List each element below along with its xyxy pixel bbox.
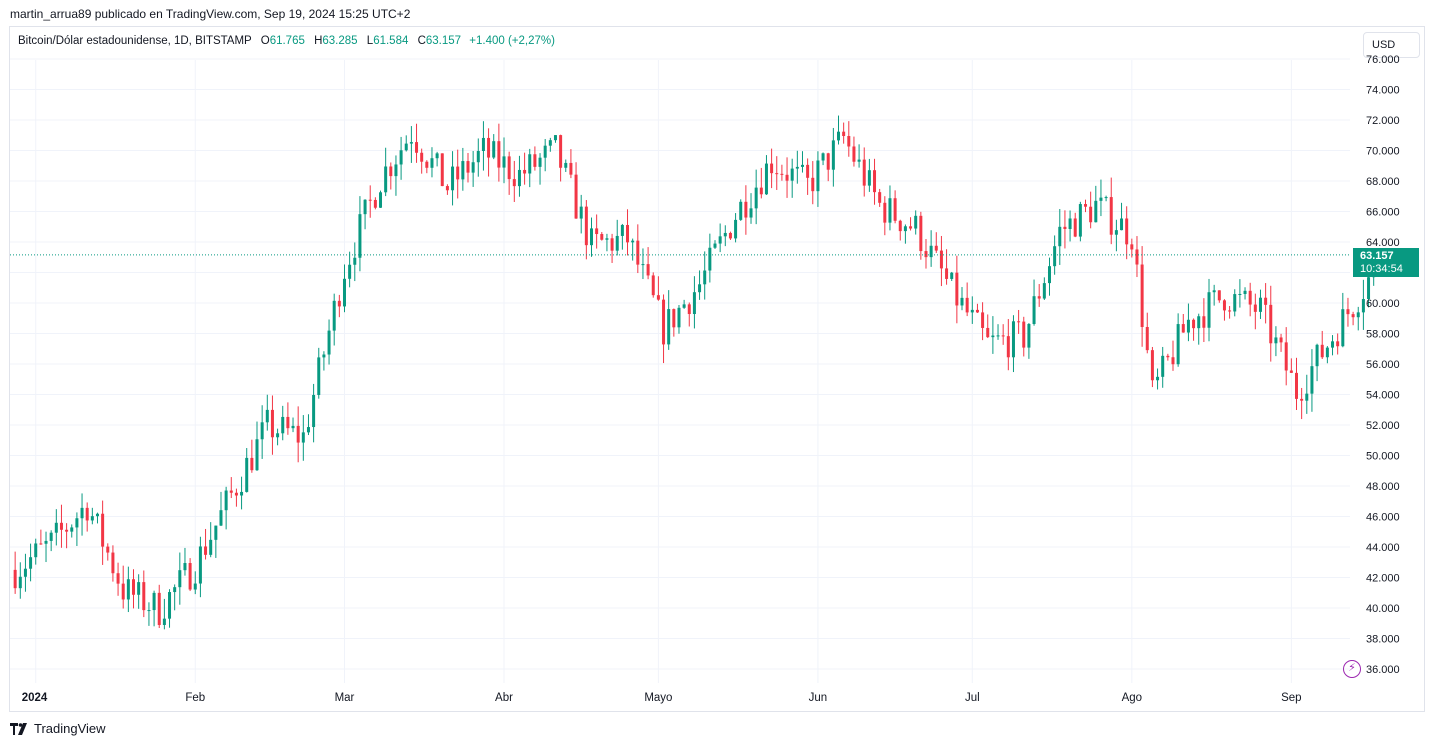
symbol-legend: Bitcoin/Dólar estadounidense, 1D, BITSTA… [18, 35, 555, 47]
low-label: L [366, 35, 374, 47]
high-value: 63.285 [322, 35, 358, 47]
publisher-caption: martin_arrua89 publicado en TradingView.… [10, 7, 411, 21]
high-label: H [314, 35, 323, 47]
symbol-name[interactable]: Bitcoin/Dólar estadounidense, 1D, BITSTA… [18, 35, 252, 47]
bar-countdown: 10:34:54 [1360, 263, 1403, 275]
chart-frame [9, 26, 1425, 712]
currency-selector[interactable]: USD [1363, 32, 1420, 58]
open-value: 61.765 [269, 35, 305, 47]
open-label: O [260, 35, 270, 47]
close-value: 63.157 [425, 35, 462, 47]
last-price-tag: 63.157 10:34:54 [1353, 248, 1419, 277]
tradingview-logo: TradingView [10, 721, 106, 736]
close-label: C [417, 35, 426, 47]
tradingview-logo-icon [10, 722, 27, 735]
tradingview-wordmark: TradingView [34, 721, 106, 736]
lightning-icon[interactable]: ⚡ [1343, 660, 1361, 678]
change-value: +1.400 (+2,27%) [469, 35, 555, 47]
low-value: 61.584 [373, 35, 409, 47]
last-price-value: 63.157 [1360, 250, 1394, 262]
